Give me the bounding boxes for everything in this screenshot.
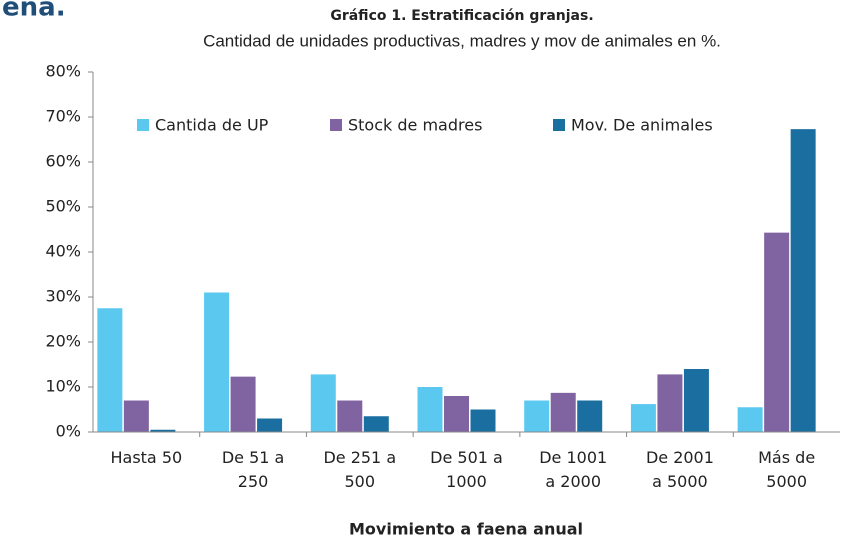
y-tick-label: 10% — [45, 377, 81, 396]
bar — [657, 374, 683, 432]
bar — [417, 387, 443, 432]
bar — [150, 429, 176, 432]
y-tick-label: 30% — [45, 287, 81, 306]
bar — [97, 308, 123, 432]
y-tick-label: 50% — [45, 197, 81, 216]
x-tick-label: De 51 a 250 — [221, 448, 285, 491]
legend-swatch — [137, 119, 149, 131]
bar — [257, 418, 283, 432]
x-tick-label: De 251 a 500 — [323, 448, 397, 491]
x-tick-label: Más de 5000 — [758, 448, 816, 491]
legend-swatch — [330, 119, 342, 131]
y-tick-label: 20% — [45, 332, 81, 351]
bar — [204, 292, 230, 432]
y-tick-label: 40% — [45, 242, 81, 261]
bar — [737, 407, 763, 432]
y-tick-label: 60% — [45, 152, 81, 171]
y-tick-label: 0% — [56, 422, 81, 441]
bar — [524, 400, 550, 432]
y-tick-label: 80% — [45, 62, 81, 81]
legend-label: Mov. De animales — [571, 116, 713, 135]
bar — [550, 392, 576, 432]
bar — [470, 409, 496, 432]
x-axis-title: Movimiento a faena anual — [349, 520, 583, 539]
bar — [310, 374, 336, 432]
page-heading: ena. — [2, 0, 66, 23]
x-tick-label: Hasta 50 — [110, 448, 183, 467]
chart-title: Gráfico 1. Estratificación granjas. — [330, 8, 593, 24]
bar — [363, 416, 389, 432]
chart-subtitle: Cantidad de unidades productivas, madres… — [203, 31, 721, 50]
x-tick-label: De 1001 a 2000 — [539, 448, 608, 491]
bar — [790, 129, 816, 432]
x-tick-label: De 2001 a 5000 — [645, 448, 714, 491]
bar — [230, 376, 256, 432]
bar — [337, 400, 363, 432]
bar — [444, 396, 469, 432]
bar — [630, 404, 656, 432]
legend-label: Cantida de UP — [155, 116, 269, 135]
bar — [123, 400, 149, 432]
bar — [577, 400, 603, 432]
bar — [683, 369, 709, 432]
legend-swatch — [553, 119, 565, 131]
y-tick-label: 70% — [45, 107, 81, 126]
bar — [764, 232, 790, 432]
x-tick-label: De 501 a 1000 — [430, 448, 503, 491]
legend-label: Stock de madres — [348, 116, 482, 135]
